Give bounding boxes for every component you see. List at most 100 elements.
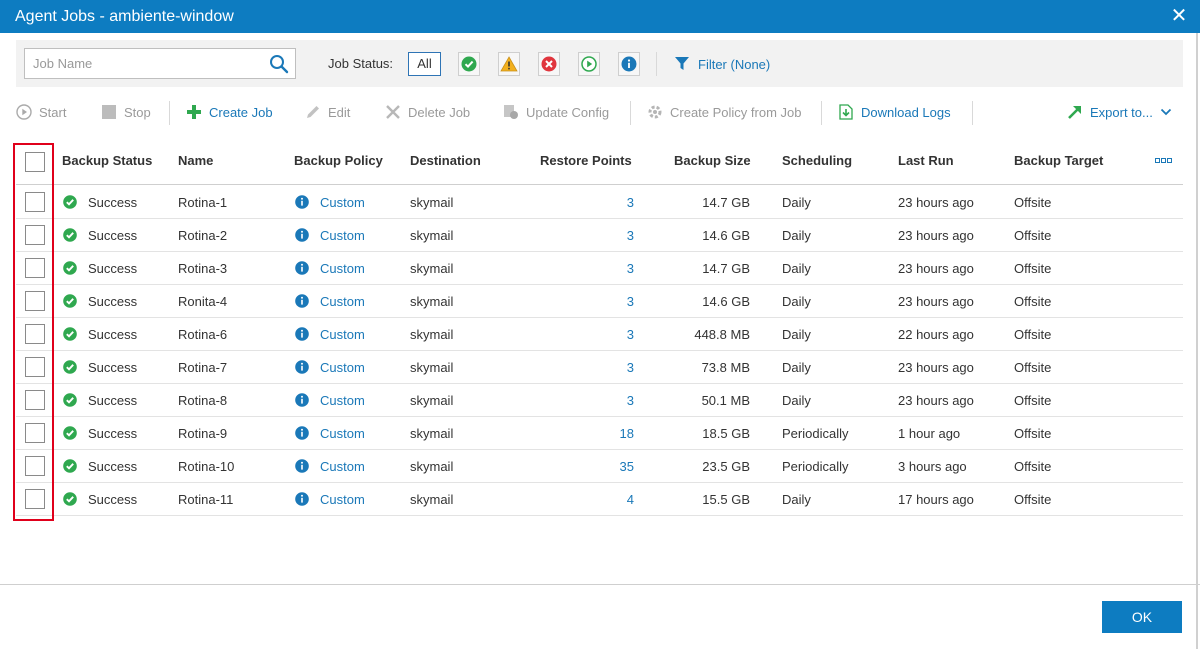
- row-checkbox[interactable]: [25, 192, 45, 212]
- restore-points-link[interactable]: 3: [626, 228, 634, 243]
- info-icon[interactable]: [295, 327, 309, 341]
- backup-status: Success: [88, 426, 138, 441]
- info-icon[interactable]: [295, 393, 309, 407]
- col-name[interactable]: Name: [178, 153, 214, 168]
- export-arrow-icon: [1068, 106, 1081, 119]
- table-row[interactable]: Success Rotina-10 Custom skymail 35 23.5 GB Pe…: [16, 450, 1183, 483]
- destination: skymail: [410, 426, 454, 441]
- start-label: Start: [39, 104, 67, 120]
- backup-policy-link[interactable]: Custom: [320, 294, 365, 309]
- edit-button[interactable]: Edit: [305, 104, 350, 120]
- job-name-search-input[interactable]: [25, 49, 255, 78]
- ok-button[interactable]: OK: [1102, 601, 1182, 633]
- info-icon[interactable]: [295, 492, 309, 506]
- table-row[interactable]: Success Rotina-11 Custom skymail 4 15.5 GB Dai…: [16, 483, 1183, 516]
- backup-policy-link[interactable]: Custom: [320, 393, 365, 408]
- status-running-button[interactable]: [578, 52, 600, 76]
- row-checkbox[interactable]: [25, 258, 45, 278]
- destination: skymail: [410, 261, 454, 276]
- backup-policy-link[interactable]: Custom: [320, 261, 365, 276]
- table-row[interactable]: Success Rotina-1 Custom skymail 3 14.7 GB Dail…: [16, 186, 1183, 219]
- create-job-button[interactable]: Create Job: [186, 104, 273, 120]
- start-button[interactable]: Start: [16, 104, 66, 120]
- status-all-button[interactable]: All: [408, 52, 441, 76]
- backup-policy-link[interactable]: Custom: [320, 459, 365, 474]
- col-scheduling[interactable]: Scheduling: [782, 153, 853, 168]
- row-checkbox[interactable]: [25, 423, 45, 443]
- backup-policy-link[interactable]: Custom: [320, 228, 365, 243]
- table-row[interactable]: Success Rotina-6 Custom skymail 3 448.8 MB Dai…: [16, 318, 1183, 351]
- row-checkbox[interactable]: [25, 291, 45, 311]
- restore-points-link[interactable]: 3: [626, 393, 634, 408]
- row-checkbox[interactable]: [25, 357, 45, 377]
- backup-policy-link[interactable]: Custom: [320, 327, 365, 342]
- delete-job-button[interactable]: Delete Job: [385, 104, 470, 120]
- info-icon[interactable]: [295, 360, 309, 374]
- table-row[interactable]: Success Rotina-3 Custom skymail 3 14.7 GB Dail…: [16, 252, 1183, 285]
- backup-policy-link[interactable]: Custom: [320, 195, 365, 210]
- info-icon[interactable]: [295, 228, 309, 242]
- restore-points-link[interactable]: 3: [626, 195, 634, 210]
- last-run: 23 hours ago: [898, 393, 974, 408]
- download-logs-button[interactable]: Download Logs: [838, 104, 951, 120]
- restore-points-link[interactable]: 3: [626, 327, 634, 342]
- table-row[interactable]: Success Rotina-7 Custom skymail 3 73.8 MB Dail…: [16, 351, 1183, 384]
- table-row[interactable]: Success Ronita-4 Custom skymail 3 14.6 GB Dail…: [16, 285, 1183, 318]
- info-icon[interactable]: [295, 261, 309, 275]
- row-checkbox[interactable]: [25, 390, 45, 410]
- search-icon[interactable]: [269, 54, 289, 74]
- restore-points-link[interactable]: 3: [626, 294, 634, 309]
- restore-points-link[interactable]: 3: [626, 360, 634, 375]
- row-checkbox[interactable]: [25, 489, 45, 509]
- backup-target: Offsite: [1014, 294, 1052, 309]
- stop-label: Stop: [124, 104, 151, 120]
- status-info-button[interactable]: [618, 52, 640, 76]
- status-failed-button[interactable]: [538, 52, 560, 76]
- col-backup-size[interactable]: Backup Size: [674, 153, 751, 168]
- close-icon[interactable]: ✕: [1170, 5, 1188, 27]
- status-success-button[interactable]: [458, 52, 480, 76]
- last-run: 22 hours ago: [898, 327, 974, 342]
- create-policy-button[interactable]: Create Policy from Job: [647, 104, 802, 120]
- backup-status: Success: [88, 459, 138, 474]
- update-config-button[interactable]: Update Config: [503, 104, 609, 120]
- job-name: Rotina-3: [178, 261, 228, 276]
- row-checkbox[interactable]: [25, 456, 45, 476]
- col-destination[interactable]: Destination: [410, 153, 481, 168]
- col-restore-points[interactable]: Restore Points: [540, 153, 632, 168]
- config-icon: [504, 105, 518, 119]
- success-icon: [63, 459, 77, 473]
- table-row[interactable]: Success Rotina-8 Custom skymail 3 50.1 MB Dail…: [16, 384, 1183, 417]
- export-button[interactable]: Export to...: [1067, 104, 1179, 120]
- backup-size: 14.7 GB: [702, 195, 750, 210]
- info-icon[interactable]: [295, 294, 309, 308]
- select-all-checkbox[interactable]: [25, 152, 45, 172]
- backup-size: 14.6 GB: [702, 294, 750, 309]
- col-backup-target[interactable]: Backup Target: [1014, 153, 1104, 168]
- col-last-run[interactable]: Last Run: [898, 153, 954, 168]
- restore-points-link[interactable]: 18: [619, 426, 634, 441]
- filter-link[interactable]: Filter (None): [674, 56, 770, 72]
- info-icon[interactable]: [295, 195, 309, 209]
- restore-points-link[interactable]: 3: [626, 261, 634, 276]
- table-row[interactable]: Success Rotina-9 Custom skymail 18 18.5 GB Per…: [16, 417, 1183, 450]
- backup-policy-link[interactable]: Custom: [320, 426, 365, 441]
- col-backup-status[interactable]: Backup Status: [62, 153, 153, 168]
- row-checkbox[interactable]: [25, 225, 45, 245]
- restore-points-link[interactable]: 4: [626, 492, 634, 507]
- col-backup-policy[interactable]: Backup Policy: [294, 153, 383, 168]
- info-icon[interactable]: [295, 459, 309, 473]
- stop-button[interactable]: Stop: [101, 104, 151, 120]
- backup-target: Offsite: [1014, 393, 1052, 408]
- success-icon: [63, 195, 77, 209]
- column-chooser-icon[interactable]: [1155, 158, 1173, 164]
- status-warning-button[interactable]: [498, 52, 520, 76]
- info-icon[interactable]: [295, 426, 309, 440]
- backup-policy-link[interactable]: Custom: [320, 360, 365, 375]
- scheduling: Daily: [782, 360, 811, 375]
- table-row[interactable]: Success Rotina-2 Custom skymail 3 14.6 GB Dail…: [16, 219, 1183, 252]
- row-checkbox[interactable]: [25, 324, 45, 344]
- backup-policy-link[interactable]: Custom: [320, 492, 365, 507]
- table-header: Backup Status Name Backup Policy Destina…: [16, 140, 1183, 185]
- restore-points-link[interactable]: 35: [619, 459, 634, 474]
